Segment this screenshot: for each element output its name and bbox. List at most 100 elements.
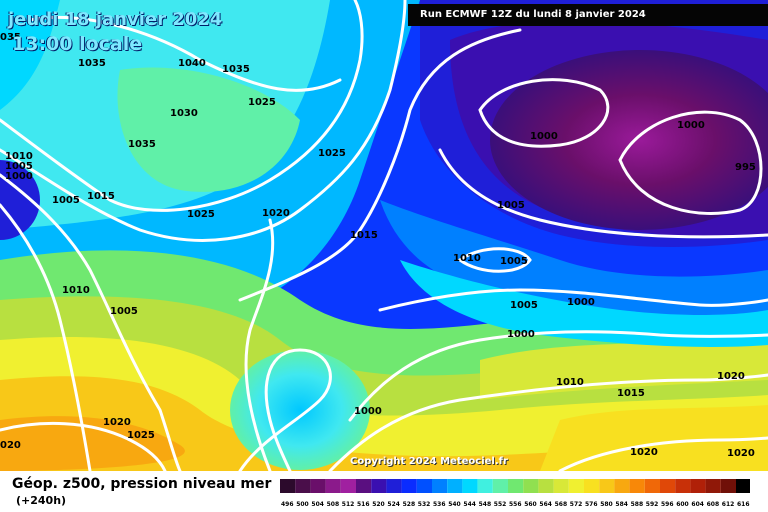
legend-subtitle: (+240h) [16,494,67,507]
scale-tick-label: 520 [372,501,385,508]
scale-swatch [705,479,721,493]
isobar-label: 1020 [262,208,290,219]
isobar-label: 1005 [110,306,138,317]
scale-swatch [325,479,341,493]
isobar-label: 1000 [354,406,382,417]
scale-swatch [416,479,432,493]
scale-tick-label: 580 [600,501,613,508]
scale-tick-label: 584 [615,501,628,508]
isobar-label: 1025 [318,148,346,159]
isobar-label: 1030 [170,108,198,119]
forecast-time: 13:00 locale [12,33,143,55]
scale-tick-label: 532 [418,501,431,508]
scale-tick-label: 556 [509,501,522,508]
forecast-date: jeudi 18 janvier 2024 [8,9,223,30]
weather-map: 1035 1040 1035 1025 1030 1035 1025 1010 … [0,0,768,471]
copyright: Copyright 2024 Meteociel.fr [350,456,508,467]
scale-tick-label: 524 [387,501,400,508]
scale-tick-label: 496 [281,501,294,508]
scale-swatch [629,479,645,493]
isobar-label: 020 [0,440,21,451]
isobar-label: 1015 [87,191,115,202]
scale-swatch [644,479,660,493]
scale-tick-label: 508 [327,501,340,508]
isobar-label: 1010 [62,285,90,296]
isobar-label: 1010 [5,151,33,162]
scale-swatch [568,479,584,493]
scale-tick-label: 560 [524,501,537,508]
scale-tick-label: 540 [448,501,461,508]
scale-swatch [310,479,326,493]
scale-swatch [553,479,569,493]
isobar-label: 1000 [5,171,33,182]
scale-swatch [432,479,448,493]
scale-tick-label: 576 [585,501,598,508]
isobar-label: 1000 [677,120,705,131]
scale-swatch [599,479,615,493]
scale-swatch [477,479,493,493]
isobar-label: 1025 [248,97,276,108]
isobar-label: 035 [0,32,21,43]
run-info: Run ECMWF 12Z du lundi 8 janvier 2024 [408,4,768,26]
scale-swatch [280,479,296,493]
isobar-label: 1020 [103,417,131,428]
isobar-label: 1005 [500,256,528,267]
legend-title: Géop. z500, pression niveau mer [12,476,272,492]
scale-tick-label: 536 [433,501,446,508]
scale-swatch [340,479,356,493]
scale-swatch [508,479,524,493]
isobar-label: 1005 [5,161,33,172]
scale-tick-label: 588 [631,501,644,508]
scale-tick-label: 516 [357,501,370,508]
scale-tick-label: 500 [296,501,309,508]
scale-tick-label: 604 [691,501,704,508]
isobar-label: 1020 [727,448,755,459]
scale-swatch [614,479,630,493]
scale-swatch [660,479,676,493]
scale-swatch [295,479,311,493]
scale-tick-label: 504 [311,501,324,508]
color-scale: 496 500 504 508 512 516 520 524 528 532 536 540 544 5… [280,479,750,508]
scale-swatch [462,479,478,493]
scale-swatch [675,479,691,493]
isobar-label: 1020 [717,371,745,382]
scale-swatch [447,479,463,493]
scale-swatch [492,479,508,493]
geopotential-field [0,0,768,471]
scale-swatch [584,479,600,493]
scale-tick-label: 544 [463,501,476,508]
isobar-label: 1005 [52,195,80,206]
scale-swatch [523,479,539,493]
scale-tick-label: 564 [539,501,552,508]
isobar-label: 1015 [617,388,645,399]
isobar-label: 1005 [497,200,525,211]
isobar-label: 1000 [567,297,595,308]
scale-tick-label: 596 [661,501,674,508]
scale-swatch [736,479,750,493]
isobar-label: 1000 [530,131,558,142]
scale-swatch [386,479,402,493]
scale-tick-label: 568 [555,501,568,508]
isobar-label: 1005 [510,300,538,311]
scale-swatch [401,479,417,493]
scale-swatch [720,479,736,493]
isobar-label: 1035 [128,139,156,150]
scale-swatch [538,479,554,493]
isobar-label: 1025 [187,209,215,220]
scale-swatch [356,479,372,493]
scale-swatch [690,479,706,493]
isobar-label: 1040 [178,58,206,69]
isobar-label: 1035 [222,64,250,75]
scale-tick-label: 552 [494,501,507,508]
isobar-label: 1035 [78,58,106,69]
scale-tick-label: 528 [403,501,416,508]
isobar-label: 995 [735,162,756,173]
scale-tick-label: 600 [676,501,689,508]
scale-tick-label: 608 [707,501,720,508]
isobar-label: 1025 [127,430,155,441]
isobar-label: 1020 [630,447,658,458]
scale-tick-label: 592 [646,501,659,508]
scale-tick-label: 572 [570,501,583,508]
scale-tick-label: 512 [342,501,355,508]
isobar-label: 1000 [507,329,535,340]
